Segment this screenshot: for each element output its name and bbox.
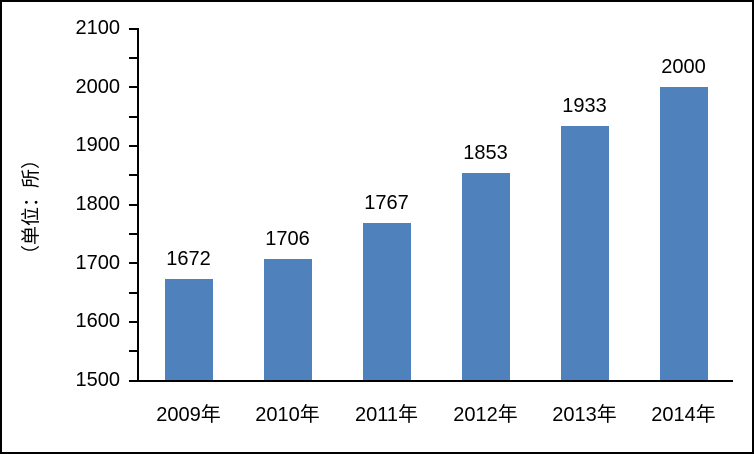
y-axis-tick-label: 1600 — [75, 310, 121, 333]
y-axis-tick-label: 2000 — [75, 75, 121, 98]
y-axis-tick — [129, 291, 137, 294]
y-axis-tick — [129, 232, 137, 235]
y-axis-tick — [129, 144, 137, 147]
bar-value-label: 1933 — [562, 94, 607, 117]
bar-2013年 — [560, 125, 609, 380]
y-axis-tick — [129, 262, 137, 265]
y-axis-tick — [129, 203, 137, 206]
y-axis-line — [137, 28, 139, 382]
x-axis-line — [139, 380, 733, 382]
y-axis-tick — [129, 379, 137, 382]
bar-2012年 — [461, 172, 510, 380]
y-axis-tick — [129, 174, 137, 177]
x-axis-category-label: 2010年 — [255, 404, 320, 426]
x-axis-category-label: 2011年 — [354, 404, 418, 426]
bar-2009年 — [164, 279, 213, 380]
x-axis-category-label: 2013年 — [552, 404, 617, 426]
y-axis-tick — [129, 56, 137, 59]
x-axis-category-label: 2014年 — [651, 404, 716, 426]
y-axis-tick — [129, 320, 137, 323]
x-axis-category-label: 2009年 — [156, 404, 221, 426]
y-axis-tick — [129, 86, 137, 89]
y-axis-tick — [129, 115, 137, 118]
bar-2011年 — [362, 223, 411, 380]
y-axis-tick-label: 1500 — [75, 369, 121, 391]
bar-value-label: 1672 — [166, 248, 211, 271]
y-axis-tick-label: 1900 — [75, 134, 121, 157]
bar-value-label: 2000 — [661, 55, 706, 78]
x-axis-category-label: 2012年 — [453, 404, 518, 426]
bar-value-label: 1706 — [265, 228, 310, 251]
y-axis-tick-label: 2100 — [75, 17, 121, 39]
bar-2014年 — [659, 86, 708, 380]
bar-value-label: 1767 — [364, 192, 409, 215]
y-axis-tick-label: 1800 — [75, 193, 121, 215]
y-axis-tick-label: 1700 — [75, 251, 121, 274]
bar-2010年 — [263, 259, 312, 380]
bar-value-label: 1853 — [463, 141, 508, 164]
y-axis-tick — [129, 350, 137, 353]
y-axis-tick — [129, 27, 137, 30]
